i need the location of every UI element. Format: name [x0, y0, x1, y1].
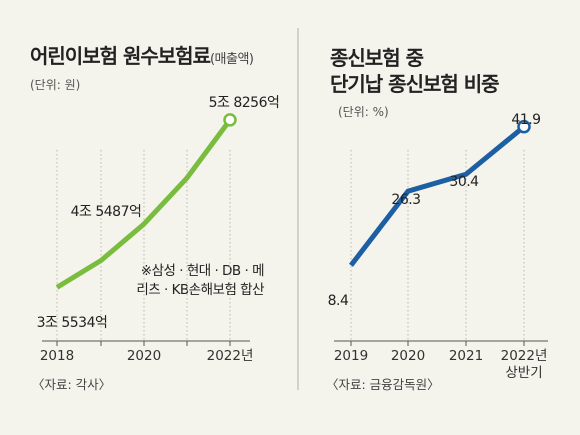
right-x-tick-label: 2019	[334, 348, 368, 364]
left-x-tick-label: 2020	[127, 348, 161, 364]
right-title-line2: 단기납 종신보험 비중	[330, 72, 500, 96]
left-series-line	[55, 118, 233, 290]
left-end-marker	[223, 113, 237, 127]
right-data-label: 30.4	[449, 174, 479, 190]
right-series-line	[349, 124, 526, 267]
left-title-sub: (매출액)	[209, 52, 254, 67]
left-x-tick-label: 2018	[40, 348, 74, 364]
right-unit-label: (단위: %)	[338, 105, 389, 119]
left-data-label: 5조 8256억	[209, 95, 280, 111]
right-x-tick-label: 2022년	[501, 348, 548, 364]
left-x-tick-label: 2022년	[207, 348, 254, 364]
left-data-label: 3조 5534억	[37, 315, 108, 331]
right-source: 〈자료: 금융감독원〉	[326, 377, 440, 392]
right-data-label: 41.9	[511, 112, 540, 128]
right-end-marker	[517, 119, 531, 134]
left-chart-title: 어린이보험 원수보험료(매출액)	[30, 40, 254, 69]
right-title-line1: 종신보험 중	[330, 46, 424, 70]
right-x-tick-label: 상반기	[505, 365, 542, 381]
left-title-main: 어린이보험 원수보험료	[30, 44, 211, 68]
panel-divider	[297, 28, 299, 390]
right-x-tick-label: 2020	[391, 348, 425, 364]
right-data-label: 8.4	[328, 293, 349, 309]
right-data-label: 26.3	[391, 192, 420, 208]
left-unit-label: (단위: 원)	[30, 78, 81, 92]
left-data-label: 4조 5487억	[71, 204, 142, 220]
left-note: ※삼성 · 현대 · DB · 메리츠 · KB손해보험 합산	[136, 263, 264, 298]
left-source: 〈자료: 각사〉	[32, 377, 112, 392]
right-x-tick-label: 2021	[449, 348, 483, 364]
